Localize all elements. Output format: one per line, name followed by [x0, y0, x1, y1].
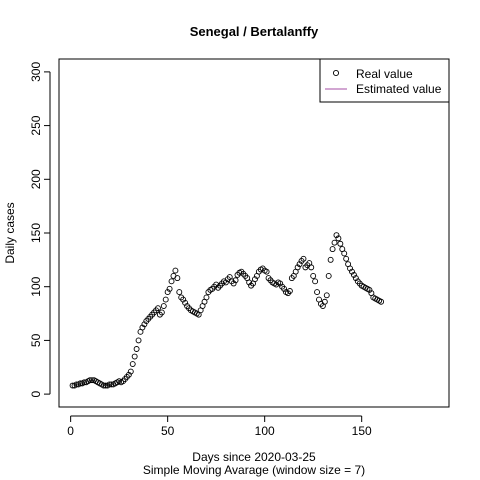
data-point [166, 285, 173, 292]
data-point [378, 298, 385, 305]
data-point [327, 256, 334, 263]
data-point [312, 278, 319, 285]
data-point [310, 273, 317, 279]
x-axis-label: Days since 2020-03-25 [192, 450, 316, 464]
data-point [349, 268, 355, 275]
y-axis: 0 50 100 150 200 250 300 [29, 62, 51, 397]
data-point [141, 321, 148, 328]
data-point [77, 380, 84, 387]
data-point [294, 264, 301, 271]
data-point [158, 309, 165, 316]
data-point [135, 337, 142, 344]
data-point [69, 382, 76, 389]
data-point [139, 324, 146, 331]
data-point [230, 280, 237, 287]
data-point [180, 296, 187, 303]
data-point [333, 232, 340, 239]
data-point [281, 285, 288, 292]
data-point [337, 240, 344, 247]
plot-area [58, 58, 450, 408]
data-point [182, 299, 189, 306]
data-point [127, 368, 134, 375]
data-point [222, 279, 229, 286]
x-tick-label: 50 [161, 424, 175, 438]
data-point [164, 289, 171, 296]
y-tick-label: 300 [29, 62, 43, 82]
data-point [81, 379, 88, 386]
x-tick-label: 150 [352, 424, 372, 438]
chart-title: Senegal / Bertalanffy [190, 24, 319, 39]
data-point [246, 279, 253, 286]
data-point [352, 275, 359, 282]
data-point [102, 382, 109, 389]
data-point [343, 255, 350, 262]
data-point [129, 361, 136, 367]
data-point [106, 381, 113, 388]
data-point [329, 246, 336, 253]
y-tick-label: 0 [29, 390, 43, 397]
data-point [314, 289, 321, 296]
legend-box [319, 58, 450, 103]
data-point [308, 264, 315, 271]
data-point [323, 292, 330, 299]
data-point [174, 275, 181, 282]
data-point [125, 371, 132, 378]
data-point [300, 255, 307, 262]
data-point [213, 281, 220, 288]
legend: Real value Estimated value [319, 58, 450, 103]
chart-subtitle: Simple Moving Avarage (window size = 7) [143, 463, 365, 477]
y-tick-label: 250 [29, 115, 43, 135]
y-tick-label: 100 [29, 276, 43, 296]
y-axis-label: Daily cases [3, 202, 17, 263]
data-point [73, 381, 80, 388]
x-tick-label: 100 [255, 424, 275, 438]
data-point [131, 353, 138, 360]
x-tick-label: 0 [67, 424, 74, 438]
data-point [366, 286, 373, 293]
data-point [176, 289, 183, 296]
legend-label-real-value: Real value [356, 67, 413, 81]
data-point [160, 303, 167, 309]
data-point [172, 267, 179, 274]
y-tick-label: 200 [29, 169, 43, 189]
data-point [286, 288, 293, 294]
data-point [347, 265, 353, 272]
data-point [341, 250, 348, 257]
data-point [168, 278, 175, 285]
data-point [203, 294, 210, 301]
data-point [325, 273, 332, 279]
data-point [232, 277, 239, 284]
legend-marker-real-value [332, 69, 340, 77]
data-point [252, 276, 258, 283]
data-point [87, 377, 93, 384]
y-tick-label: 150 [29, 223, 43, 243]
data-point [335, 235, 342, 242]
data-point [155, 305, 161, 312]
data-point [321, 298, 328, 305]
y-tick-label: 50 [29, 333, 43, 347]
data-point [133, 346, 140, 352]
x-axis: 0 50 100 150 [67, 415, 372, 438]
data-point [331, 239, 338, 246]
data-point [277, 280, 284, 287]
data-point [350, 271, 357, 278]
data-point [89, 377, 95, 384]
data-point [263, 268, 270, 275]
legend-label-estimated-value: Estimated value [356, 82, 442, 96]
data-point [162, 296, 169, 303]
data-point [100, 382, 107, 389]
data-point [108, 381, 115, 388]
data-points [69, 232, 385, 389]
data-point [296, 261, 303, 268]
